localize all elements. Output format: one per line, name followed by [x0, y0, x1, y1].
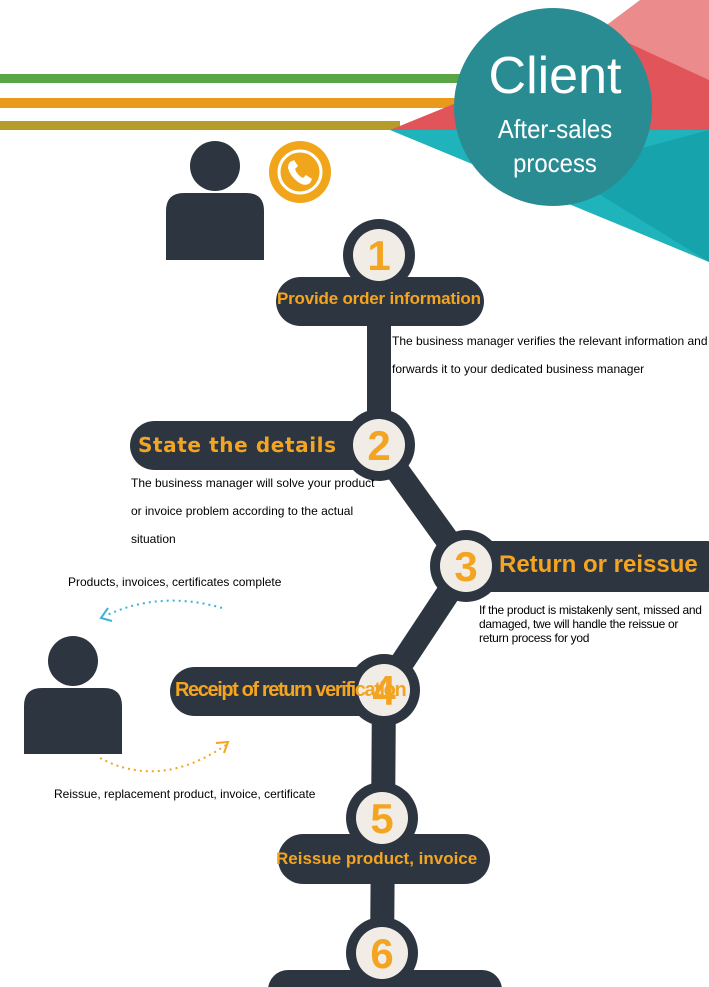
step-2-bar — [130, 421, 394, 470]
person-icon — [24, 636, 122, 754]
step-1-badge — [343, 219, 415, 291]
stripe-olive — [0, 121, 400, 130]
step-4-label: Receipt of return verification — [175, 679, 407, 701]
page-title: Client — [488, 47, 622, 105]
step-5-label: Reissue product, invoice — [276, 849, 478, 868]
step-6-number: 6 — [370, 930, 393, 977]
cycle-arrow-top-head — [99, 607, 113, 622]
header-circle — [454, 8, 652, 206]
stripe-green — [0, 74, 470, 83]
step-2-badge — [343, 409, 415, 481]
step-3-number: 3 — [454, 543, 477, 590]
step-2-description: The business manager will solve your pro… — [131, 476, 375, 546]
header-pink-triangle — [600, 0, 709, 80]
step-3-badge — [430, 530, 502, 602]
step-1-bar — [276, 277, 484, 326]
page-subtitle: After-sales process — [497, 114, 613, 178]
step-3-bar — [432, 541, 709, 592]
stripe-orange — [0, 98, 470, 108]
cycle-arrow-top — [104, 599, 223, 617]
step-4-number: 4 — [372, 667, 396, 714]
step-3-label: Return or reissue — [499, 551, 698, 578]
step-1-label: Provide order information — [277, 289, 481, 308]
step-5-badge — [346, 782, 418, 854]
cycle-top-text: Products, invoices, certificates complet… — [68, 575, 282, 589]
cycle-arrow-bottom-head — [215, 740, 230, 754]
step-3-description: If the product is mistakenly sent, misse… — [479, 603, 702, 645]
step-6-badge — [346, 917, 418, 987]
step-1-description: The business manager verifies the releva… — [392, 334, 708, 376]
step-4-bar — [170, 667, 406, 716]
step-2-number: 2 — [367, 422, 390, 469]
step-2-label: State the details — [138, 433, 337, 457]
cycle-bottom-text: Reissue, replacement product, invoice, c… — [54, 787, 316, 801]
step-4-badge — [348, 654, 420, 726]
phone-icon — [269, 141, 331, 203]
person-icon — [166, 141, 264, 260]
step-5-bar — [278, 834, 490, 884]
step-1-number: 1 — [367, 232, 390, 279]
step-5-number: 5 — [370, 795, 393, 842]
